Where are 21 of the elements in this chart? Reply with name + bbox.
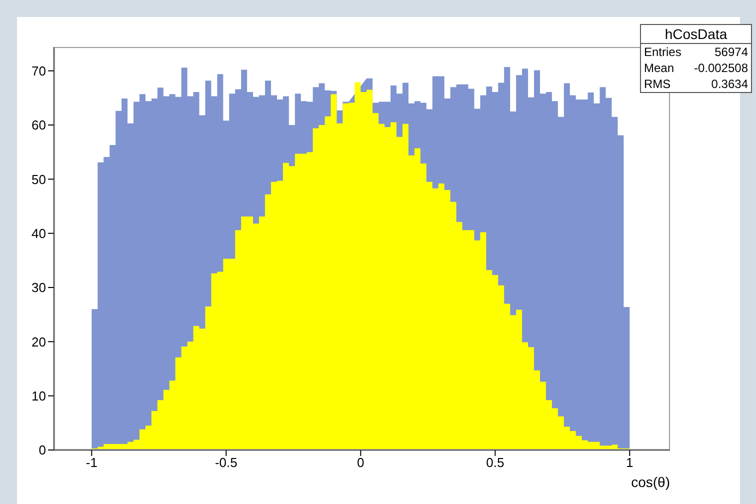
text: -0.002508	[694, 61, 748, 75]
y-tick-label: 0	[38, 442, 46, 458]
y-tick-label: 20	[32, 334, 46, 350]
text: hCosData	[641, 25, 751, 44]
y-tick-label: 60	[32, 118, 46, 133]
annotation: Mean	[644, 61, 674, 75]
x-axis-title: cos(θ)	[631, 474, 670, 490]
y-tick-label: 10	[32, 388, 46, 404]
x-tick-label: 0	[357, 455, 364, 470]
annotation: RMS	[644, 77, 671, 91]
y-tick-label: 70	[32, 63, 46, 78]
y-tick-label: 40	[32, 226, 46, 241]
y-tick-label: 50	[32, 172, 46, 187]
text: 56974	[714, 45, 748, 59]
x-tick-label: 1	[626, 455, 634, 470]
x-tick-label: -1	[86, 455, 98, 470]
x-tick-label: -0.5	[214, 455, 238, 470]
y-tick-label: 30	[32, 280, 46, 296]
x-tick-label: 0.5	[486, 455, 504, 470]
annotation: Entries	[644, 45, 682, 59]
text: 0.3634	[711, 77, 748, 91]
